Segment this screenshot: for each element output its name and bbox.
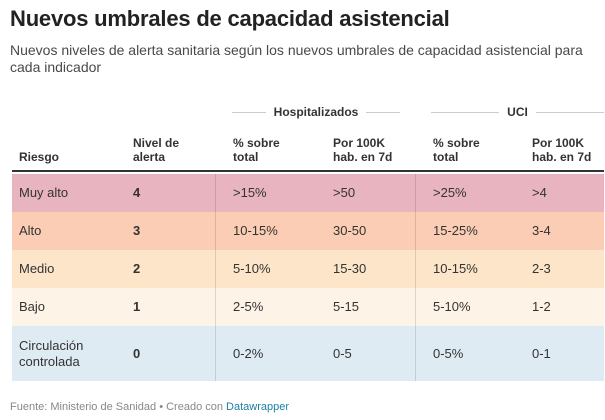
cell-uci-100k: 3-4 bbox=[532, 223, 551, 238]
group-rule-left bbox=[431, 111, 500, 113]
group-hospitalizados: Hospitalizados bbox=[232, 105, 400, 119]
table-header: Riesgo Nivel de alerta % sobre total Por… bbox=[12, 134, 604, 172]
cell-riesgo: Medio bbox=[19, 261, 55, 276]
cell-riesgo: Bajo bbox=[19, 299, 46, 314]
cell-uci-100k: >4 bbox=[532, 185, 547, 200]
datawrapper-link[interactable]: Datawrapper bbox=[226, 401, 290, 413]
group-label-hospitalizados: Hospitalizados bbox=[273, 105, 359, 119]
group-rule-right bbox=[366, 111, 400, 113]
table-row: Bajo 1 2-5% 5-15 5-10% 1-2 bbox=[12, 288, 604, 326]
table-row: Circulación controlada 0 0-2% 0-5 0-5% 0… bbox=[12, 326, 604, 381]
column-divider bbox=[415, 174, 416, 212]
header-nivel: Nivel de alerta bbox=[133, 136, 213, 164]
cell-nivel: 0 bbox=[133, 345, 141, 361]
group-label-uci: UCI bbox=[507, 105, 528, 119]
cell-riesgo: Circulación controlada bbox=[19, 326, 129, 381]
cell-uci-100k: 1-2 bbox=[532, 299, 551, 314]
header-uci-100k: Por 100K hab. en 7d bbox=[532, 136, 604, 164]
cell-uci-pct: 15-25% bbox=[433, 223, 478, 238]
header-riesgo: Riesgo bbox=[19, 150, 129, 164]
cell-nivel: 4 bbox=[133, 185, 141, 200]
cell-hosp-pct: 10-15% bbox=[233, 223, 278, 238]
cell-hosp-100k: 0-5 bbox=[333, 345, 352, 361]
cell-uci-pct: 5-10% bbox=[433, 299, 471, 314]
column-divider bbox=[415, 250, 416, 288]
cell-uci-100k: 2-3 bbox=[532, 261, 551, 276]
header-hosp-pct-line1: % sobre bbox=[233, 136, 280, 150]
cell-uci-100k: 0-1 bbox=[532, 345, 551, 361]
cell-hosp-100k: >50 bbox=[333, 185, 356, 200]
group-rule-right bbox=[535, 111, 605, 113]
footer-credits: Fuente: Ministerio de Sanidad • Creado c… bbox=[10, 401, 289, 413]
cell-hosp-100k: 5-15 bbox=[333, 299, 360, 314]
cell-hosp-100k: 30-50 bbox=[333, 223, 367, 238]
group-uci: UCI bbox=[431, 105, 605, 119]
cell-hosp-pct: 2-5% bbox=[233, 299, 264, 314]
header-hosp-pct-line2: total bbox=[233, 150, 259, 164]
cell-riesgo-line2: controlada bbox=[19, 353, 80, 369]
cell-uci-pct: >25% bbox=[433, 185, 467, 200]
header-hosp-100k-line2: hab. en 7d bbox=[333, 150, 393, 164]
column-divider bbox=[215, 174, 216, 212]
table-row: Muy alto 4 >15% >50 >25% >4 bbox=[12, 174, 604, 212]
header-riesgo-text: Riesgo bbox=[19, 150, 60, 164]
chart-subtitle: Nuevos niveles de alerta sanitaria según… bbox=[10, 42, 583, 75]
column-divider bbox=[215, 212, 216, 250]
group-rule-left bbox=[232, 111, 266, 113]
header-hosp-100k-line1: Por 100K bbox=[333, 136, 386, 150]
cell-hosp-pct: 0-2% bbox=[233, 345, 264, 361]
cell-riesgo-line1: Circulación bbox=[19, 337, 84, 353]
column-divider bbox=[415, 326, 416, 381]
cell-nivel: 2 bbox=[133, 261, 141, 276]
cell-hosp-pct: 5-10% bbox=[233, 261, 271, 276]
table-body: Muy alto 4 >15% >50 >25% >4 Alto 3 10-15… bbox=[12, 174, 604, 381]
header-uci-100k-line2: hab. en 7d bbox=[532, 150, 592, 164]
cell-nivel: 3 bbox=[133, 223, 141, 238]
header-nivel-line2: alerta bbox=[133, 150, 166, 164]
column-group-row: Hospitalizados UCI bbox=[12, 105, 605, 119]
cell-hosp-pct: >15% bbox=[233, 185, 267, 200]
header-nivel-line1: Nivel de bbox=[133, 136, 180, 150]
cell-hosp-100k: 15-30 bbox=[333, 261, 367, 276]
column-divider bbox=[215, 288, 216, 326]
header-hosp-100k: Por 100K hab. en 7d bbox=[333, 136, 423, 164]
header-uci-100k-line1: Por 100K bbox=[532, 136, 585, 150]
header-uci-pct: % sobre total bbox=[433, 136, 523, 164]
column-divider bbox=[415, 212, 416, 250]
header-uci-pct-line2: total bbox=[433, 150, 459, 164]
cell-uci-pct: 10-15% bbox=[433, 261, 478, 276]
table-row: Alto 3 10-15% 30-50 15-25% 3-4 bbox=[12, 212, 604, 250]
column-divider bbox=[415, 288, 416, 326]
header-uci-pct-line1: % sobre bbox=[433, 136, 480, 150]
cell-riesgo: Muy alto bbox=[19, 185, 69, 200]
column-divider bbox=[215, 250, 216, 288]
table-row: Medio 2 5-10% 15-30 10-15% 2-3 bbox=[12, 250, 604, 288]
cell-nivel: 1 bbox=[133, 299, 141, 314]
chart-title: Nuevos umbrales de capacidad asistencial bbox=[10, 6, 450, 31]
cell-uci-pct: 0-5% bbox=[433, 345, 464, 361]
footer-source: Fuente: Ministerio de Sanidad • Creado c… bbox=[10, 401, 227, 413]
column-divider bbox=[215, 326, 216, 381]
header-hosp-pct: % sobre total bbox=[233, 136, 323, 164]
cell-riesgo: Alto bbox=[19, 223, 42, 238]
